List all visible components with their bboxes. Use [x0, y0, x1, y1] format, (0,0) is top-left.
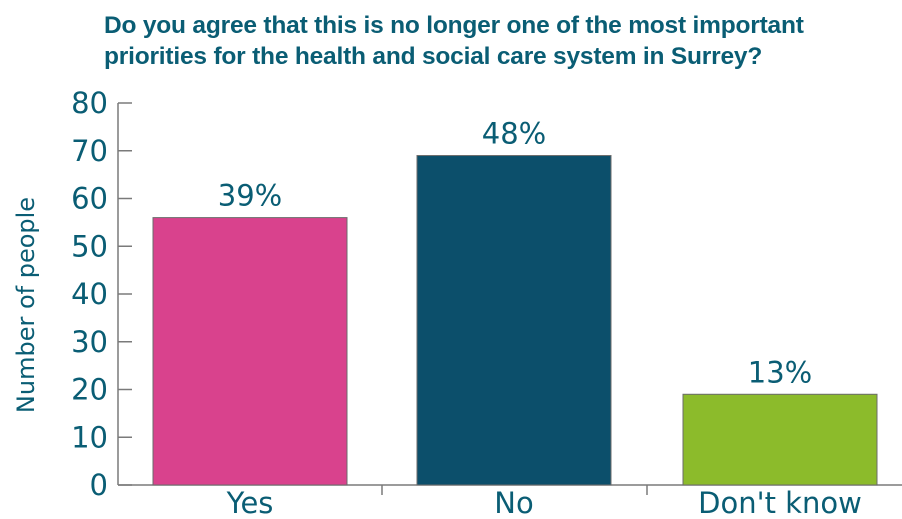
y-tick-label: 20	[71, 373, 108, 407]
y-tick-label: 30	[71, 325, 108, 359]
chart-title: Do you agree that this is no longer one …	[104, 12, 804, 70]
bar	[416, 155, 612, 486]
data-label: 39%	[218, 179, 282, 213]
data-label: 48%	[482, 117, 546, 151]
y-tick-label: 10	[71, 420, 108, 454]
y-tick-label: 40	[71, 277, 108, 311]
x-category-label: Don't know	[698, 486, 862, 519]
y-tick-label: 80	[71, 86, 108, 120]
x-category-label: Yes	[226, 486, 274, 519]
y-tick-label: 0	[90, 468, 108, 502]
bar	[152, 217, 348, 486]
y-tick-label: 70	[71, 134, 108, 168]
x-category-label: No	[494, 486, 533, 519]
y-axis-title: Number of people	[12, 197, 40, 413]
bar	[682, 393, 878, 486]
y-tick-label: 50	[71, 229, 108, 263]
data-label: 13%	[748, 355, 812, 389]
y-tick-label: 60	[71, 182, 108, 216]
